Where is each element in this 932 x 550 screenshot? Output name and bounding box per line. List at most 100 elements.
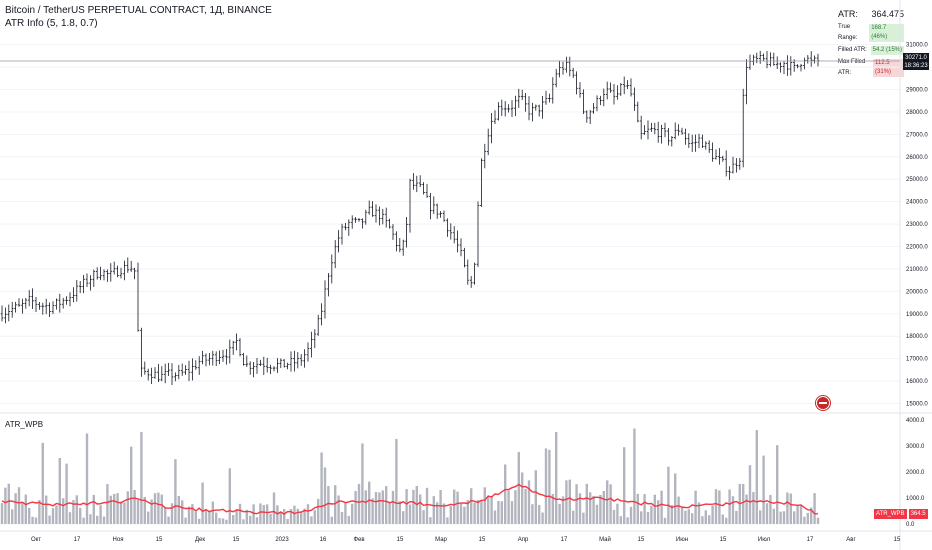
- atr-bar: [446, 517, 449, 525]
- atr-bar: [714, 489, 718, 525]
- event-flag-icon[interactable]: [816, 396, 830, 410]
- atr-value-tag: ATR_WPB 364.5: [874, 509, 928, 519]
- atr-bar: [701, 516, 704, 525]
- atr-bar: [711, 505, 714, 525]
- time-tick-label: 17: [74, 537, 81, 543]
- atr-bar: [242, 519, 245, 525]
- atr-bar: [123, 502, 126, 525]
- price-axis[interactable]: 15000.0 16000.0 17000.0 18000.0 19000.0 20000…: [906, 43, 928, 408]
- bar-countdown: 18:36:23: [904, 63, 928, 69]
- atr-bar: [38, 500, 41, 525]
- atr-bar: [439, 490, 442, 525]
- atr-bar: [745, 494, 748, 525]
- atr-bar: [728, 489, 731, 525]
- atr-bar: [616, 503, 619, 525]
- atr-bar: [490, 496, 493, 525]
- time-tick-label: Авг: [846, 537, 856, 543]
- atr-bar: [561, 496, 565, 525]
- atr-bar: [160, 494, 163, 525]
- atr-bar: [130, 446, 133, 525]
- atr-bar: [68, 512, 72, 525]
- time-tick-label: Фев: [353, 537, 364, 543]
- atr-bar: [731, 496, 735, 525]
- atr-bar: [742, 483, 745, 525]
- atr-bar: [405, 489, 408, 525]
- atr-bar: [279, 511, 282, 525]
- price-tick-label: 15000.0: [906, 402, 928, 408]
- atr-bar: [225, 519, 228, 525]
- atr-bar: [368, 481, 371, 525]
- atr-bar: [153, 493, 157, 525]
- atr-bar: [347, 515, 350, 525]
- atr-bar: [327, 486, 330, 525]
- atr-bar: [524, 488, 527, 525]
- atr-bar: [119, 501, 123, 525]
- atr-bar: [725, 517, 728, 525]
- atr-bar: [79, 507, 82, 525]
- atr-bar: [269, 513, 272, 525]
- price-tick-label: 29000.0: [906, 88, 928, 94]
- atr-bar: [653, 494, 656, 525]
- atr-bar: [762, 455, 765, 525]
- time-tick-label: 15: [720, 537, 727, 543]
- atr-bar: [507, 490, 510, 525]
- atr-bar: [378, 492, 381, 525]
- chart-header: Bitcoin / TetherUS PERPETUAL CONTRACT, 1…: [5, 4, 272, 30]
- atr-bar: [786, 492, 789, 525]
- atr-bar: [133, 489, 136, 525]
- atr-bar: [463, 506, 466, 525]
- atr-tick-label: 3000.0: [906, 444, 925, 450]
- atr-bar: [592, 495, 595, 525]
- atr-bar: [803, 516, 806, 525]
- atr-bar: [487, 496, 490, 525]
- symbol-title[interactable]: Bitcoin / TetherUS PERPETUAL CONTRACT, 1…: [5, 5, 272, 16]
- atr-bar: [14, 493, 17, 525]
- atr-bar: [813, 493, 816, 525]
- time-tick-label: 15: [479, 537, 486, 543]
- atr-bar: [595, 504, 599, 525]
- atr-bar: [483, 487, 486, 525]
- atr-bar: [473, 502, 476, 525]
- atr-bar: [606, 480, 609, 525]
- price-tick-label: 23000.0: [906, 222, 928, 228]
- atr-bar: [364, 490, 367, 525]
- price-tick-label: 20000.0: [906, 289, 928, 295]
- atr-bar: [228, 468, 231, 525]
- atr-bar: [252, 504, 255, 525]
- atr-bar: [106, 484, 109, 525]
- indicator-label[interactable]: ATR Info (5, 1.8, 0.7): [5, 18, 98, 29]
- price-bars: [0, 50, 820, 385]
- sub-indicator-label[interactable]: ATR_WPB: [5, 420, 44, 429]
- atr-bar: [578, 493, 582, 525]
- atr-bar: [476, 499, 480, 525]
- atr-bar: [558, 503, 561, 525]
- atr-tick-label: 2000.0: [906, 470, 925, 476]
- time-tick-label: 15: [156, 537, 163, 543]
- atr-bar: [317, 498, 320, 525]
- atr-bar: [303, 508, 306, 525]
- time-tick-label: 15: [233, 537, 240, 543]
- atr-axis[interactable]: 0.0 1000.0 2000.0 3000.0 4000.0: [906, 418, 925, 528]
- atr-bar: [310, 516, 313, 525]
- time-tick-label: 17: [561, 537, 568, 543]
- atr-bar: [466, 500, 469, 525]
- atr-bar: [527, 480, 531, 525]
- atr-bar: [602, 490, 605, 525]
- time-axis[interactable]: Окт 17 Ноя 15 Дек 15 2023 16 Фев 15 Мар 15 Апр 17 Май 1…: [31, 536, 901, 543]
- atr-bar: [687, 509, 690, 525]
- atr-bar: [453, 489, 456, 525]
- atr-bar: [75, 495, 78, 525]
- price-tick-label: 26000.0: [906, 155, 928, 161]
- atr-bar: [140, 431, 143, 525]
- atr-bar: [232, 514, 235, 525]
- atr-bar: [286, 519, 289, 525]
- atr-bar: [89, 514, 92, 525]
- atr-bar: [674, 473, 677, 525]
- atr-bar: [449, 506, 452, 525]
- atr-bar: [721, 514, 724, 525]
- atr-bar: [116, 493, 119, 525]
- atr-bar: [174, 459, 177, 525]
- filled-atr-label: Filled ATR:: [838, 47, 867, 53]
- atr-bar: [769, 495, 772, 525]
